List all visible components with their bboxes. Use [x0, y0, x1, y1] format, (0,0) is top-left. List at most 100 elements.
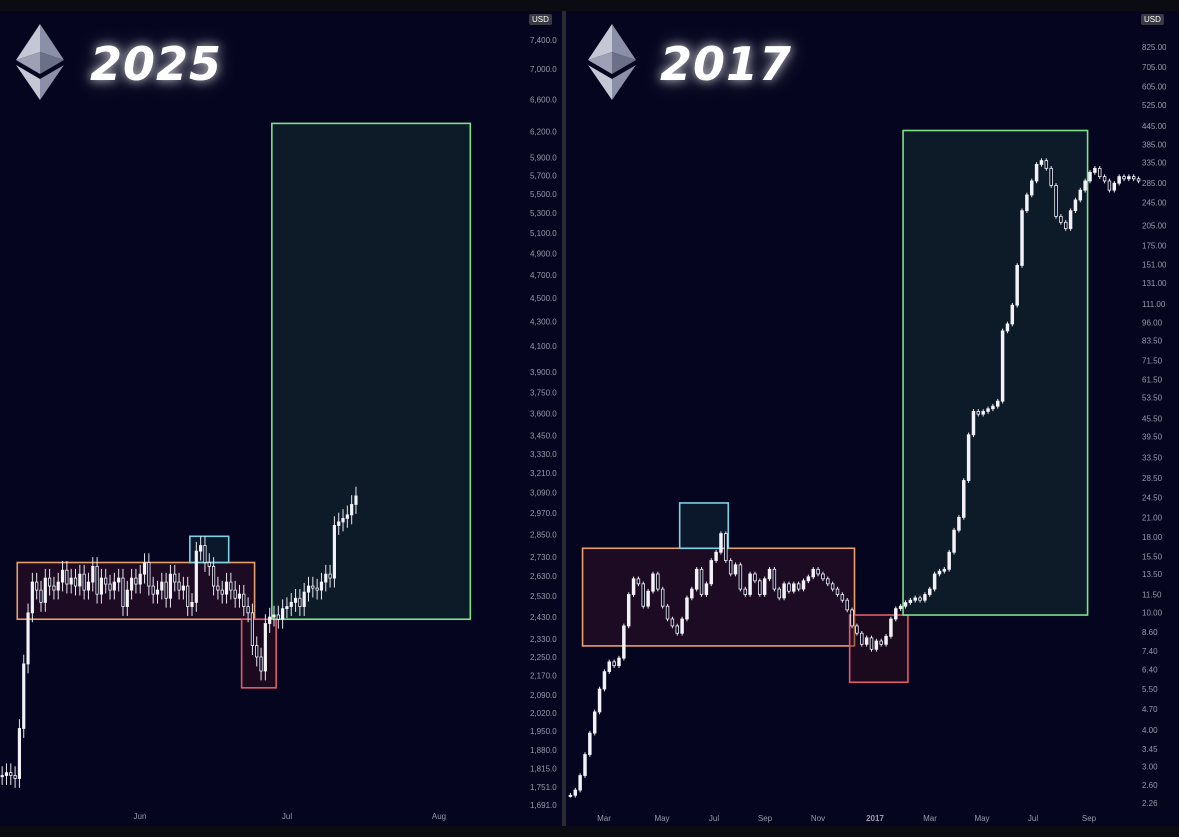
y-tick-label: 3.45: [1142, 745, 1158, 754]
chart-2025-title: 2025: [90, 37, 223, 91]
chart-panel-2017: 825.00 705.00 605.00 525.00 445.00 385.00 335.…: [566, 11, 1179, 826]
currency-label-2017[interactable]: USD: [1141, 14, 1164, 25]
y-tick-label: 3,600.0: [530, 409, 557, 418]
y-tick-label: 525.00: [1142, 101, 1167, 110]
candle-body: [207, 562, 211, 567]
candle-body: [1078, 189, 1083, 201]
candle-body: [324, 573, 328, 583]
candle-body: [758, 580, 762, 595]
candle-body: [767, 568, 772, 580]
dip-box: [848, 614, 909, 684]
candle-body: [1136, 178, 1141, 182]
y-tick-label: 2,170.0: [530, 672, 557, 681]
candle-body: [860, 632, 864, 645]
candle-body: [932, 573, 937, 590]
candle-body: [181, 585, 185, 591]
candle-body: [65, 569, 69, 585]
candle-body: [894, 608, 898, 620]
candle-body: [1039, 160, 1044, 165]
candle-body: [1030, 180, 1034, 196]
y-tick-label: 39.50: [1142, 432, 1163, 441]
y-tick-label: 2,730.0: [530, 553, 557, 562]
chart-panel-2025: 7,400.0 7,000.0 6,600.0 6,200.0 5,900.0 5,700…: [0, 11, 562, 826]
y-tick-label: 2.26: [1142, 799, 1158, 808]
y-tick-label: 5,700.0: [530, 171, 557, 180]
candle-body: [728, 560, 733, 575]
y-tick-label: 5,100.0: [530, 229, 557, 238]
candle-body: [753, 573, 757, 582]
y-tick-label: 7,400.0: [530, 36, 557, 45]
candle-body: [738, 564, 743, 590]
x-tick-label: Jun: [134, 812, 147, 821]
candle-body: [850, 609, 854, 627]
y-tick-label: 13.50: [1142, 570, 1163, 579]
candle-body: [216, 585, 220, 591]
candle-body: [276, 614, 280, 620]
candle-body: [607, 661, 612, 673]
candle-body: [947, 551, 951, 570]
y-tick-label: 3,330.0: [530, 450, 557, 459]
y-tick-label: 18.00: [1142, 533, 1163, 542]
candle-body: [918, 597, 922, 601]
candle-body: [168, 573, 173, 599]
candle-body: [345, 514, 349, 519]
candle-body: [787, 583, 791, 592]
candle-body: [199, 545, 203, 552]
candle-body: [835, 588, 840, 595]
y-tick-label: 5,300.0: [530, 209, 557, 218]
candle-body: [263, 623, 267, 672]
y-tick-label: 1,691.0: [530, 801, 557, 810]
y-tick-label: 151.00: [1142, 261, 1167, 270]
candle-body: [952, 529, 956, 553]
y-tick-label: 131.00: [1142, 279, 1167, 288]
candle-body: [298, 597, 302, 607]
candle-body: [354, 495, 358, 505]
y-tick-label: 8.60: [1142, 628, 1158, 637]
candle-body: [302, 591, 306, 607]
y-tick-label: 3.00: [1142, 763, 1158, 772]
candle-body: [806, 576, 811, 582]
candle-body: [588, 732, 592, 755]
candle-body: [971, 411, 976, 436]
candle-body: [651, 573, 655, 592]
candle-body: [268, 616, 272, 624]
candle-body: [306, 585, 311, 593]
candle-body: [35, 581, 39, 591]
candle-body: [130, 577, 134, 591]
y-tick-label: 205.00: [1142, 221, 1167, 230]
y-tick-label: 6,200.0: [530, 128, 557, 137]
candle-body: [0, 775, 4, 778]
candle-body: [1020, 210, 1024, 266]
y-tick-label: 3,210.0: [530, 469, 557, 478]
candle-body: [147, 562, 151, 587]
y-tick-label: 61.50: [1142, 376, 1163, 385]
candle-body: [73, 577, 78, 587]
candle-body: [602, 671, 607, 690]
panel-divider: [562, 11, 566, 826]
y-tick-label: 4,700.0: [530, 271, 557, 280]
ethereum-logo-icon: [588, 24, 636, 100]
candle-body: [597, 688, 602, 713]
chart-2017-title: 2017: [660, 37, 793, 91]
screen-frame-bottom: [0, 826, 1179, 837]
candle-body: [869, 637, 874, 650]
candle-body: [913, 597, 917, 601]
y-tick-label: 5,900.0: [530, 153, 557, 162]
candle-body: [801, 580, 806, 590]
x-tick-label: 2017: [866, 814, 884, 823]
x-tick-label: Sep: [758, 814, 773, 823]
x-tick-label: Aug: [432, 812, 446, 821]
candle-body: [991, 405, 995, 410]
chart-2025-canvas: 7,400.0 7,000.0 6,600.0 6,200.0 5,900.0 5,700…: [0, 36, 557, 821]
y-tick-label: 445.00: [1142, 122, 1167, 131]
y-tick-label: 28.50: [1142, 474, 1163, 483]
candle-body: [889, 618, 893, 637]
candle-body: [1102, 176, 1107, 182]
candle-body: [1117, 176, 1121, 184]
candle-body: [879, 640, 883, 645]
y-tick-label: 175.00: [1142, 242, 1167, 251]
candle-body: [733, 564, 738, 575]
y-tick-label: 11.50: [1142, 591, 1162, 600]
candle-body: [942, 568, 947, 572]
currency-label-2025[interactable]: USD: [529, 14, 552, 25]
